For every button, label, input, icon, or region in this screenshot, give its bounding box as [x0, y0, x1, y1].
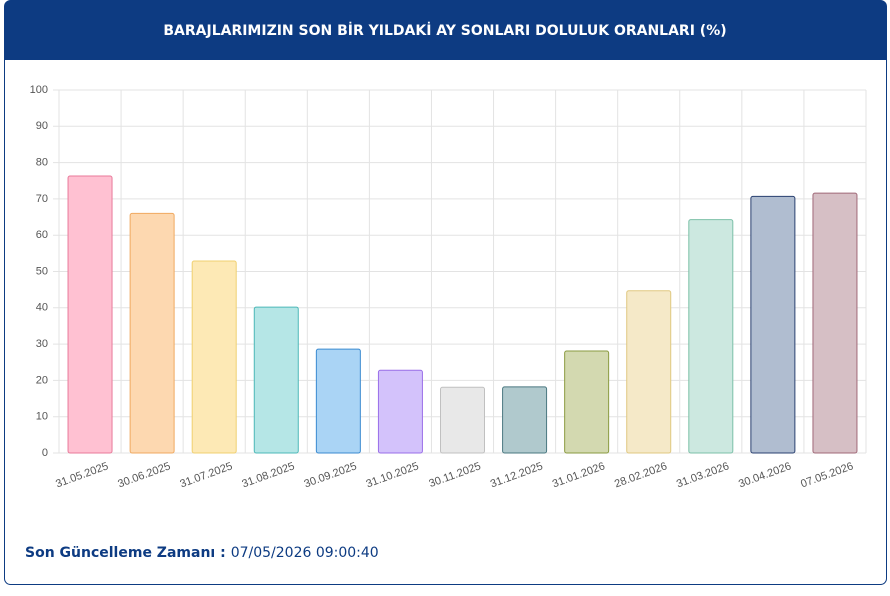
bar: [440, 386, 485, 454]
bar: [750, 195, 796, 454]
y-tick-label: 20: [36, 374, 48, 386]
y-tick-label: 10: [36, 411, 48, 423]
bar: [502, 386, 548, 454]
y-tick-label: 0: [42, 447, 48, 459]
footer-value: 07/05/2026 09:00:40: [231, 545, 379, 561]
bar: [564, 350, 610, 454]
bar: [67, 175, 113, 454]
y-tick-label: 30: [36, 338, 48, 350]
y-tick-label: 50: [36, 265, 48, 277]
footer-label: Son Güncelleme Zamanı :: [25, 545, 226, 561]
y-tick-label: 90: [36, 120, 48, 132]
bar: [253, 306, 299, 454]
bar: [812, 192, 858, 454]
y-tick-label: 60: [36, 229, 48, 241]
bar: [688, 219, 734, 454]
y-tick-label: 40: [36, 302, 48, 314]
y-tick-label: 100: [30, 84, 48, 96]
bar: [315, 348, 361, 454]
footer: Son Güncelleme Zamanı : 07/05/2026 09:00:…: [25, 545, 379, 561]
y-tick-label: 80: [36, 157, 48, 169]
y-tick-label: 70: [36, 193, 48, 205]
bar: [626, 290, 672, 454]
bar: [191, 260, 237, 454]
bar: [377, 369, 423, 454]
bar: [129, 212, 175, 454]
chart-title: BARAJLARIMIZIN SON BİR YILDAKİ AY SONLAR…: [163, 22, 726, 39]
header: [4, 0, 887, 60]
